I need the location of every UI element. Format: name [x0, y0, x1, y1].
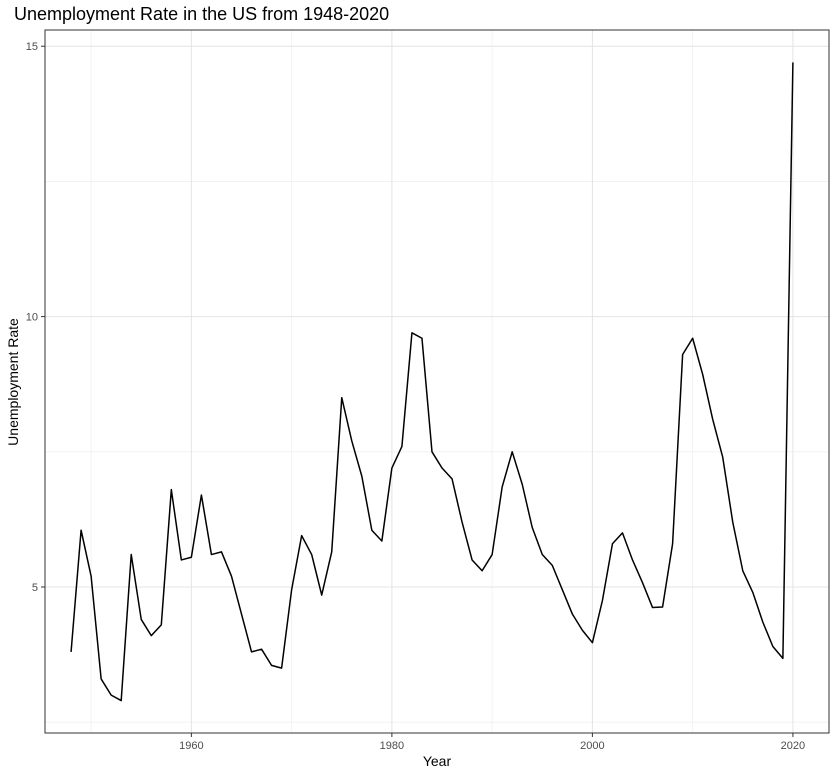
data-point [100, 677, 103, 680]
data-point [641, 581, 644, 584]
data-point [761, 621, 764, 624]
data-point [491, 553, 494, 556]
x-axis: 1960 1980 2000 2020 [179, 733, 805, 752]
data-point [451, 477, 454, 480]
data-point [270, 664, 273, 667]
data-point [330, 550, 333, 553]
data-point [521, 483, 524, 486]
data-point [290, 588, 293, 591]
data-point [781, 657, 784, 660]
data-point [651, 606, 654, 609]
data-point [390, 467, 393, 470]
data-point [481, 569, 484, 572]
minor-gridlines [45, 30, 829, 733]
data-point [190, 556, 193, 559]
data-point [621, 531, 624, 534]
data-point [581, 629, 584, 632]
data-point [70, 650, 73, 653]
data-point [541, 553, 544, 556]
data-point [80, 529, 83, 532]
y-axis: 5 10 15 [26, 41, 45, 594]
data-point [681, 353, 684, 356]
data-point [320, 594, 323, 597]
data-point [250, 650, 253, 653]
data-point [220, 550, 223, 553]
data-point [140, 618, 143, 621]
data-point [531, 526, 534, 529]
data-point [90, 575, 93, 578]
chart-title: Unemployment Rate in the US from 1948-20… [14, 4, 389, 24]
data-point [150, 634, 153, 637]
data-point [731, 521, 734, 524]
y-tick-label: 5 [32, 582, 38, 594]
data-point [691, 337, 694, 340]
data-point [240, 613, 243, 616]
data-point [210, 553, 213, 556]
x-tick-label: 1980 [380, 740, 404, 752]
unemployment-rate-line [70, 62, 794, 702]
data-point [170, 488, 173, 491]
major-gridlines [45, 30, 829, 733]
data-point [110, 694, 113, 697]
x-tick-label: 1960 [179, 740, 203, 752]
data-point [441, 467, 444, 470]
x-tick-label: 2000 [580, 740, 604, 752]
data-point [130, 553, 133, 556]
data-point [741, 569, 744, 572]
data-point [350, 439, 353, 442]
data-point [461, 521, 464, 524]
data-point [661, 606, 664, 609]
data-point [340, 396, 343, 399]
data-point [791, 61, 794, 64]
x-axis-title: Year [423, 753, 452, 769]
x-tick-label: 2020 [781, 740, 805, 752]
plot-background [45, 30, 829, 733]
data-point [160, 623, 163, 626]
data-point [120, 699, 123, 702]
data-point [420, 337, 423, 340]
data-point [471, 558, 474, 561]
data-point [561, 588, 564, 591]
data-point [430, 450, 433, 453]
data-point [721, 456, 724, 459]
data-point [511, 450, 514, 453]
data-point [360, 475, 363, 478]
plot-panel-border [44, 29, 830, 734]
data-point [310, 553, 313, 556]
data-point [551, 564, 554, 567]
y-tick-label: 15 [26, 41, 38, 53]
y-tick-label: 10 [26, 312, 38, 324]
data-point [711, 418, 714, 421]
data-point [631, 558, 634, 561]
data-point [751, 591, 754, 594]
y-axis-title: Unemployment Rate [5, 318, 21, 446]
data-point [380, 540, 383, 543]
data-point [771, 645, 774, 648]
data-point [410, 331, 413, 334]
data-point [260, 648, 263, 651]
data-point [180, 558, 183, 561]
data-point [571, 613, 574, 616]
data-point [611, 542, 614, 545]
data-point [591, 641, 594, 644]
data-point [370, 529, 373, 532]
data-point [501, 485, 504, 488]
data-point [280, 667, 283, 670]
data-point [300, 534, 303, 537]
data-point [400, 445, 403, 448]
data-point [671, 542, 674, 545]
data-point [230, 575, 233, 578]
data-point [601, 599, 604, 602]
data-point [200, 494, 203, 497]
data-point [701, 373, 704, 376]
